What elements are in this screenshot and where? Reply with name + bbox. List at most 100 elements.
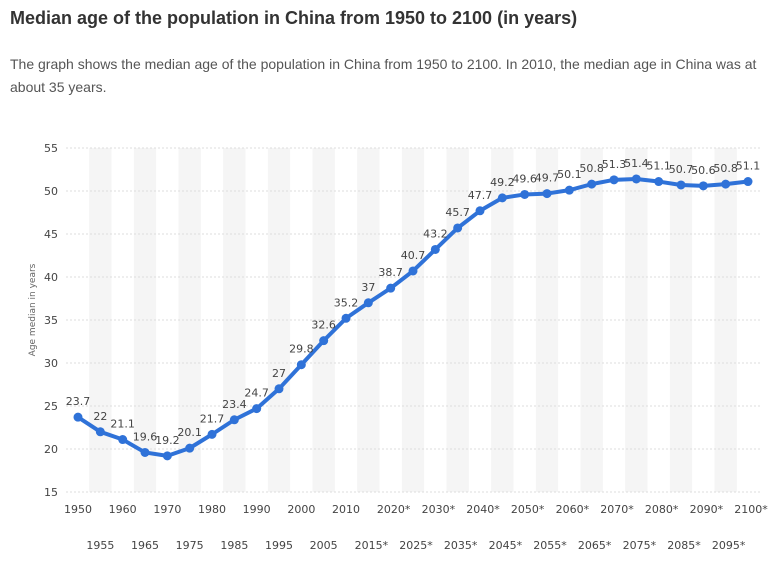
x-tick-label: 2065*	[578, 539, 612, 552]
data-point[interactable]	[252, 404, 262, 414]
data-label: 50.6	[691, 164, 716, 177]
data-point[interactable]	[631, 174, 641, 184]
x-tick-label: 1995	[265, 539, 293, 552]
data-label: 29.8	[289, 343, 314, 356]
data-point[interactable]	[319, 336, 329, 346]
x-tick-label: 2030*	[422, 503, 456, 516]
data-label: 23.7	[66, 395, 91, 408]
x-tick-label: 1970	[153, 503, 181, 516]
data-label: 47.7	[468, 189, 493, 202]
data-label: 50.8	[579, 162, 604, 175]
data-point[interactable]	[609, 175, 619, 185]
x-tick-label: 1950	[64, 503, 92, 516]
x-tick-label: 1980	[198, 503, 226, 516]
data-label: 51.4	[624, 157, 649, 170]
x-tick-label: 2035*	[444, 539, 478, 552]
x-tick-label: 2040*	[466, 503, 500, 516]
y-axis-label: Age median in years	[28, 263, 38, 356]
x-tick-label: 2100*	[734, 503, 768, 516]
data-label: 49.7	[535, 172, 560, 185]
data-point[interactable]	[587, 179, 597, 189]
data-point[interactable]	[185, 443, 195, 453]
data-point[interactable]	[95, 427, 105, 437]
data-point[interactable]	[654, 177, 664, 187]
data-points	[73, 174, 753, 461]
data-label: 50.7	[669, 163, 694, 176]
x-tick-label: 2005	[310, 539, 338, 552]
x-tick-label: 2080*	[645, 503, 679, 516]
x-tick-label: 2055*	[533, 539, 567, 552]
x-tick-label: 1975	[176, 539, 204, 552]
data-point[interactable]	[676, 180, 686, 190]
data-point[interactable]	[140, 447, 150, 457]
data-point[interactable]	[743, 177, 753, 187]
data-label: 50.1	[557, 168, 582, 181]
chart-description: The graph shows the median age of the po…	[10, 56, 757, 95]
x-axis-ticks: 1950 1955 1960 1965 1970 1975 1980 1985 1990 1995…	[64, 503, 768, 552]
data-label: 51.1	[736, 160, 761, 173]
chart-title: Median age of the population in China fr…	[10, 8, 578, 28]
x-tick-label: 2010	[332, 503, 360, 516]
data-label: 50.8	[713, 162, 738, 175]
data-label: 24.7	[244, 387, 269, 400]
data-label: 38.7	[378, 266, 403, 279]
x-tick-label: 2060*	[556, 503, 590, 516]
plot-band	[625, 148, 648, 492]
x-tick-label: 2025*	[399, 539, 433, 552]
data-label: 32.6	[311, 319, 336, 332]
data-label: 22	[93, 410, 107, 423]
x-tick-label: 2000	[287, 503, 315, 516]
data-label: 40.7	[401, 249, 426, 262]
data-label: 23.4	[222, 398, 247, 411]
y-tick-label: 30	[44, 357, 58, 370]
plot-band	[446, 148, 469, 492]
data-point[interactable]	[162, 451, 172, 461]
plot-band	[178, 148, 201, 492]
x-tick-label: 2085*	[667, 539, 701, 552]
data-label: 19.6	[133, 430, 158, 443]
data-label: 43.2	[423, 227, 448, 240]
data-label: 49.2	[490, 176, 515, 189]
data-point[interactable]	[229, 415, 239, 425]
x-tick-label: 1985	[220, 539, 248, 552]
y-tick-label: 45	[44, 228, 58, 241]
y-tick-label: 55	[44, 142, 58, 155]
y-tick-label: 25	[44, 400, 58, 413]
data-point[interactable]	[341, 313, 351, 323]
plot-band	[89, 148, 112, 492]
data-point[interactable]	[698, 181, 708, 191]
plot-band	[357, 148, 380, 492]
data-point[interactable]	[721, 179, 731, 189]
data-point[interactable]	[363, 298, 373, 308]
x-tick-label: 2090*	[690, 503, 724, 516]
x-tick-label: 2015*	[355, 539, 389, 552]
data-point[interactable]	[386, 283, 396, 293]
x-tick-label: 1965	[131, 539, 159, 552]
data-point[interactable]	[475, 206, 485, 216]
data-label: 49.6	[512, 172, 537, 185]
data-point[interactable]	[520, 189, 530, 199]
data-point[interactable]	[564, 185, 574, 195]
plot-band	[401, 148, 425, 492]
y-tick-label: 40	[44, 271, 58, 284]
data-point[interactable]	[274, 384, 284, 394]
data-point[interactable]	[296, 360, 306, 370]
x-tick-label: 2095*	[712, 539, 746, 552]
data-point[interactable]	[408, 266, 418, 276]
data-point[interactable]	[497, 193, 507, 203]
data-point[interactable]	[430, 244, 440, 254]
data-label: 37	[361, 281, 375, 294]
plot-band	[714, 148, 737, 492]
data-point[interactable]	[118, 435, 128, 445]
y-axis-ticks: 15 20 25 30 35 40 45 50 55	[44, 142, 58, 499]
data-point[interactable]	[542, 189, 552, 199]
data-point[interactable]	[73, 412, 83, 422]
data-labels: 23.72221.119.619.220.121.723.424.72729.8…	[66, 157, 761, 447]
data-point[interactable]	[453, 223, 463, 233]
x-tick-label: 2050*	[511, 503, 545, 516]
data-label: 21.7	[200, 412, 225, 425]
x-tick-label: 2045*	[489, 539, 523, 552]
data-point[interactable]	[207, 429, 217, 439]
data-label: 20.1	[177, 426, 202, 439]
